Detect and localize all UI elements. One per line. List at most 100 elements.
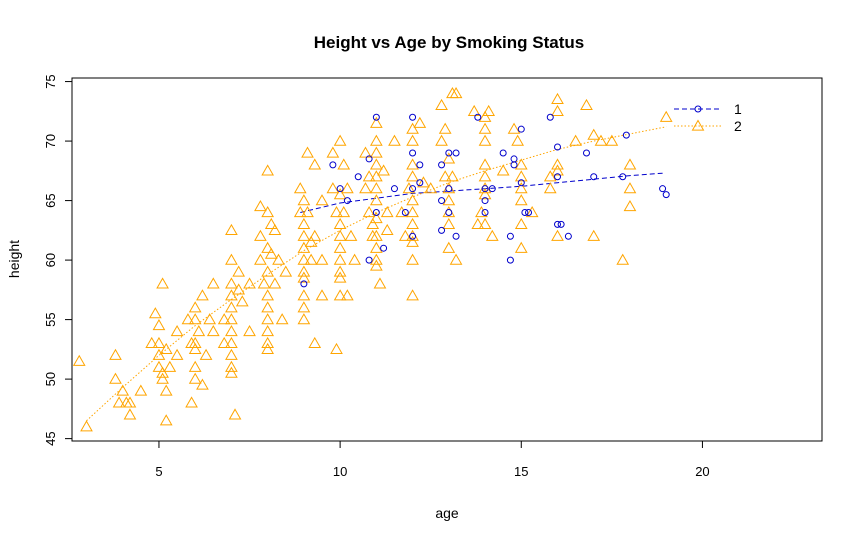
series-2-point [308, 229, 322, 241]
series-2-point [616, 253, 630, 265]
series-2-point [297, 194, 311, 206]
series-2-point [152, 348, 166, 360]
series-2-point [449, 86, 463, 99]
series-2-point [159, 414, 173, 426]
series-1-point [390, 185, 398, 193]
series-2-point [279, 265, 293, 277]
series-2-point [475, 205, 488, 218]
series-2-point [261, 205, 275, 218]
series-2-point [344, 229, 358, 241]
series-2-point [380, 223, 394, 235]
series-2-point [442, 152, 456, 164]
series-2-point [228, 408, 242, 420]
legend-marker-2 [691, 119, 705, 131]
series-1-point [409, 232, 417, 240]
series-2-point [496, 164, 510, 176]
series-2-point [369, 253, 383, 265]
series-2-point [170, 348, 184, 360]
series-2-point [297, 253, 311, 265]
series-2-point [188, 313, 202, 325]
series-2-point [196, 289, 209, 301]
series-2-point [293, 182, 307, 194]
series-2-point [225, 223, 238, 235]
series-2-point [395, 205, 409, 218]
series-1-point [488, 185, 496, 193]
series-2-point [514, 158, 528, 170]
series-2-point [185, 396, 198, 408]
series-2-point [232, 265, 246, 277]
series-2-point [551, 104, 564, 116]
series-2-point [330, 342, 343, 354]
series-2-point [297, 229, 311, 241]
series-2-point [72, 354, 86, 366]
series-2-point [478, 110, 492, 122]
series-1-point [438, 161, 446, 169]
series-2-point [185, 336, 198, 349]
series-1-point [554, 173, 562, 181]
series-2-point [243, 324, 256, 337]
series-2-point [163, 360, 177, 372]
series-2-point [333, 253, 347, 265]
series-2-point [435, 98, 448, 110]
series-2-point [243, 277, 256, 289]
series-2-point [369, 229, 383, 241]
series-2-point [261, 289, 275, 301]
series-2-point [471, 217, 485, 230]
series-2-point [268, 223, 282, 235]
y-tick-label: 70 [43, 134, 58, 148]
series-1-point [481, 197, 489, 205]
series-2-point [333, 217, 347, 230]
series-2-point [369, 134, 383, 146]
series-2-point [623, 200, 637, 212]
series-2-point [304, 253, 318, 265]
series-1-point [521, 208, 529, 216]
series-2-point [123, 396, 137, 408]
series-2-point [261, 336, 275, 349]
series-1-point [445, 185, 453, 193]
y-axis: 45 50 55 60 65 70 75 [43, 74, 73, 446]
series-2-point [406, 122, 419, 134]
series-2-point [369, 259, 383, 271]
series-2-point [170, 324, 184, 337]
series-2-point [551, 92, 564, 105]
series-2-point [315, 194, 329, 206]
series-1-point [590, 173, 598, 181]
series-2-point [406, 134, 419, 146]
series-2-point [413, 116, 427, 128]
series-2-point [152, 336, 166, 349]
series-2-point [225, 289, 238, 301]
series-2-point [134, 384, 148, 396]
series-2-point [333, 188, 347, 200]
series-2-point [152, 319, 166, 331]
x-axis-label: age [435, 505, 459, 521]
series-2-point [326, 146, 340, 158]
series-2-point [308, 336, 322, 349]
series-2-point [569, 134, 582, 146]
series-2-point [145, 336, 159, 349]
series-2-point [442, 194, 456, 206]
series-1-point [659, 185, 667, 193]
series-1-point [401, 208, 409, 216]
series-2-point [369, 116, 383, 128]
series-2-point [297, 271, 311, 283]
series-2-point [605, 134, 619, 146]
series-2-point [369, 211, 383, 224]
series-2-point [112, 396, 126, 408]
series-1-point [510, 161, 518, 169]
series-2-point [254, 200, 267, 212]
series-2-point [438, 122, 452, 134]
series-2-point [551, 158, 564, 170]
series-2-point [315, 253, 329, 265]
series-2-point [369, 182, 383, 194]
series-1-point [438, 197, 446, 205]
series-2-point [623, 182, 637, 194]
series-2-point [377, 164, 390, 176]
series-2-point [478, 122, 492, 134]
series-2-point [478, 217, 492, 230]
series-2-point [543, 182, 557, 194]
series-1-point [452, 232, 460, 240]
series-2-point [297, 265, 311, 277]
series-2-point [417, 176, 430, 188]
series-2-point [514, 194, 528, 206]
series-2-point [330, 205, 343, 218]
